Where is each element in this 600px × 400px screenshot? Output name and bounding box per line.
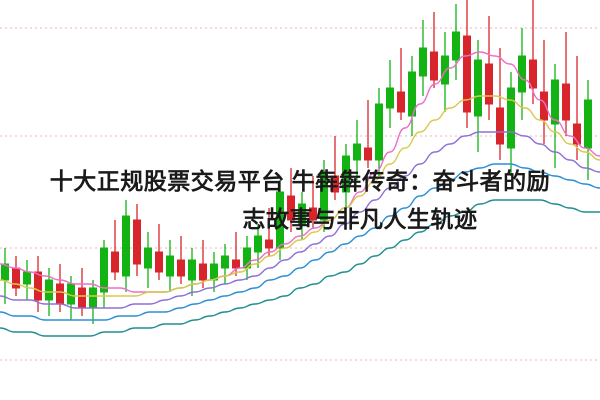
candle-body xyxy=(485,63,493,105)
candle-body xyxy=(276,191,284,249)
candle-body xyxy=(441,55,449,85)
candle-body xyxy=(474,59,482,117)
candle-body xyxy=(562,83,570,121)
candle-body xyxy=(320,171,328,221)
candle-body xyxy=(331,175,339,193)
candle-body xyxy=(177,259,185,277)
candle-body xyxy=(452,31,460,61)
candle-body xyxy=(298,203,306,225)
candle-body xyxy=(100,247,108,293)
ma-line xyxy=(0,163,600,321)
candle-body xyxy=(342,155,350,193)
candle-body xyxy=(34,271,42,301)
ma-lines xyxy=(0,51,600,337)
candle-body xyxy=(188,259,196,281)
candle-body xyxy=(540,91,548,121)
candle-body xyxy=(529,59,537,89)
candle-body xyxy=(309,207,317,221)
candle-body xyxy=(463,35,471,113)
candle-body xyxy=(111,251,119,273)
candle-group xyxy=(1,0,592,324)
candle-body xyxy=(45,279,53,301)
candle-body xyxy=(1,263,9,281)
candle-body xyxy=(551,79,559,125)
candle-body xyxy=(133,219,141,265)
candle-body xyxy=(56,283,64,305)
candle-body xyxy=(518,55,526,93)
candle-body xyxy=(210,263,218,281)
candle-body xyxy=(89,287,97,309)
candle-body xyxy=(155,251,163,273)
candle-body xyxy=(375,103,383,161)
candle-body xyxy=(430,51,438,81)
candle-body xyxy=(166,255,174,277)
candle-body xyxy=(397,91,405,113)
candle-body xyxy=(265,239,273,249)
candle-body xyxy=(386,87,394,109)
candle-body xyxy=(23,271,31,285)
candle-body xyxy=(419,47,427,77)
candle-body xyxy=(221,255,229,269)
candle-body xyxy=(199,263,207,281)
candle-body xyxy=(122,215,130,277)
candle-body xyxy=(573,123,581,145)
ma-line xyxy=(0,199,600,337)
candle-body xyxy=(78,287,86,309)
candle-body xyxy=(507,87,515,149)
candle-body xyxy=(287,195,295,221)
candle-body xyxy=(144,247,152,269)
candle-body xyxy=(254,235,262,253)
ma-line xyxy=(0,95,600,297)
candle-body xyxy=(232,259,240,269)
candle-body xyxy=(496,107,504,145)
ma-line xyxy=(0,131,600,309)
ma-line xyxy=(0,51,600,293)
candle-body xyxy=(364,147,372,161)
candle-body xyxy=(584,99,592,149)
candle-body xyxy=(353,143,361,161)
